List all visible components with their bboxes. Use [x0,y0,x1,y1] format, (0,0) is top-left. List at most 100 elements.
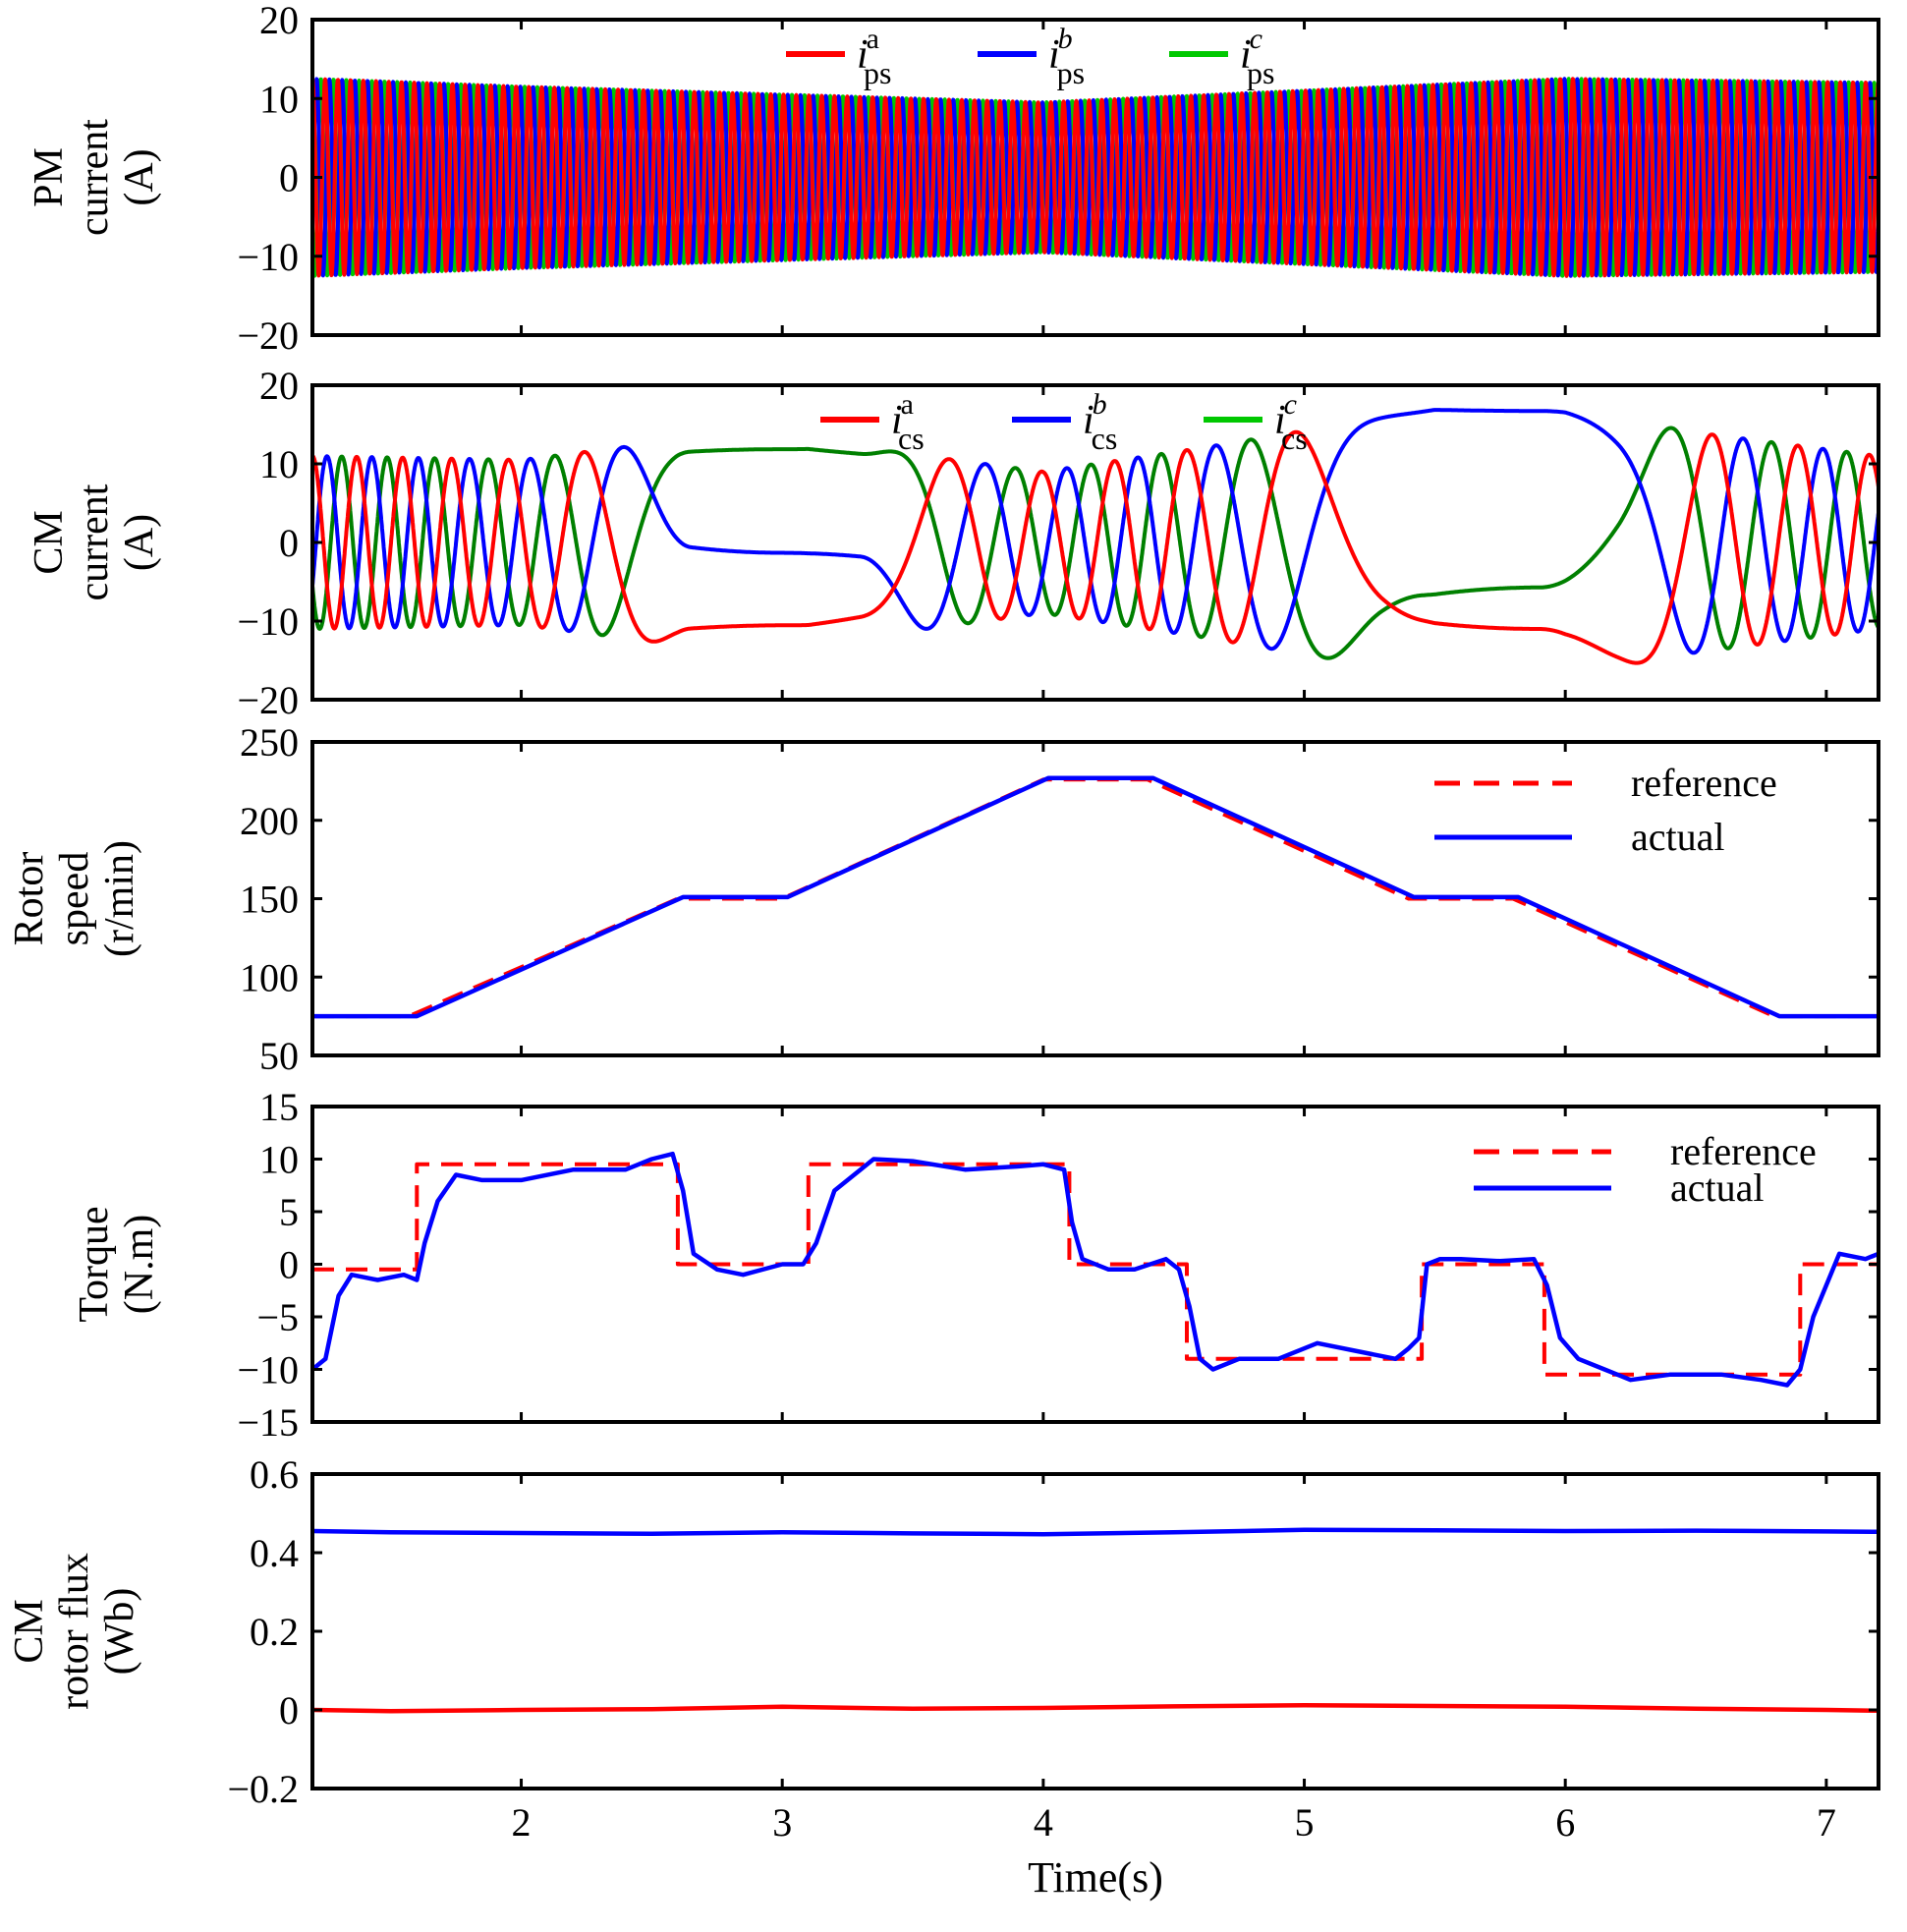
y-tick-label: −10 [237,599,299,644]
phase-a-line [312,429,1879,665]
y-axis-label-line: CM [27,510,72,574]
y-axis-label-line: (Wb) [97,1588,142,1676]
y-axis-label: Torque(N.m) [72,1206,162,1322]
x-tick-label: 2 [512,1800,532,1845]
legend-symbol: i [1240,32,1252,78]
legend-label-actual: actual [1631,815,1725,859]
panel-rotor-speed: 250 200 150 100 50 Rotorspeed(r/min) reference… [7,720,1880,1078]
legend-superscript: c [1284,388,1297,421]
y-axis-label-line: (A) [117,148,162,205]
y-tick-label: −15 [237,1400,299,1445]
legend-entry-label: ic ps [1240,23,1274,90]
legend: ia cs ib cs ic cs [820,388,1308,456]
phase-c-line [312,426,1879,660]
legend-symbol: i [891,398,903,443]
y-tick-label: −5 [256,1295,299,1339]
legend-subscript: cs [898,421,925,456]
plot-area [312,408,1879,665]
y-axis-label: CMrotor flux(Wb) [7,1553,142,1710]
y-axis-label: Rotorspeed(r/min) [7,840,142,957]
legend-symbol: i [1083,398,1094,443]
y-tick-label: 0 [279,1243,299,1287]
x-tick-label: 5 [1295,1800,1315,1845]
x-axis: 2 3 4 5 6 7 Time(s) [512,1800,1836,1902]
y-tick-label: 0.6 [250,1452,299,1497]
legend-label-actual: actual [1670,1165,1765,1210]
legend: ia ps ib ps ic ps [786,23,1274,90]
y-tick-label: 100 [240,955,299,999]
legend-entry-label: ia cs [891,388,925,456]
y-axis-label-line: (r/min) [97,840,142,957]
legend-symbol: i [857,32,869,78]
y-tick-label: 0.4 [250,1531,299,1575]
x-tick-label: 6 [1555,1800,1575,1845]
plot-area [312,775,1879,1019]
axes-frame [310,1472,1880,1790]
y-axis-label-line: PM [27,147,72,207]
legend-superscript: a [901,388,914,421]
legend-subscript: ps [1247,55,1274,90]
legend-superscript: c [1250,23,1262,55]
y-axis-label: PMcurrent(A) [27,119,162,236]
y-tick-label: 10 [259,77,299,121]
plot-area [312,1151,1879,1388]
y-tick-label: 0 [279,156,299,200]
y-tick-label: −10 [237,1348,299,1392]
series-flux-2-line [312,1702,1879,1714]
x-axis-label: Time(s) [1028,1853,1163,1902]
legend-symbol: i [1274,398,1286,443]
y-tick-label: 50 [259,1034,299,1078]
y-axis-label-line: current [72,119,117,236]
y-tick-label: 10 [259,1138,299,1182]
y-axis-label-line: current [72,483,117,600]
phase-b-line [312,408,1879,655]
phase-b-line [312,77,1879,278]
x-tick-label: 3 [772,1800,792,1845]
legend-superscript: b [1058,23,1073,55]
y-axis-label-line: rotor flux [52,1553,97,1710]
y-tick-label: −10 [237,235,299,279]
y-tick-label: 0 [279,521,299,565]
y-tick-label: 150 [240,878,299,922]
series-actual-line [312,1151,1879,1388]
legend-superscript: b [1093,388,1107,421]
legend-label-reference: reference [1670,1129,1817,1173]
y-tick-label: 10 [259,442,299,486]
x-tick-label: 7 [1817,1800,1836,1845]
panel-cm-rotor-flux: 0.6 0.4 0.2 0 −0.2 CMrotor flux(Wb) [7,1452,1880,1811]
y-axis-label-line: (N.m) [117,1215,162,1314]
series-actual-line [312,775,1879,1019]
y-axis-label: CMcurrent(A) [27,483,162,600]
y-tick-label: 250 [240,720,299,765]
y-axis-label-line: (A) [117,514,162,571]
y-tick-label: 20 [259,364,299,408]
phase-a-line [312,77,1879,278]
y-tick-label: 0 [279,1688,299,1733]
y-tick-label: −20 [237,313,299,358]
legend-symbol: i [1048,32,1060,78]
y-axis-label-line: Rotor [7,852,52,946]
y-axis-label-line: speed [52,852,97,946]
legend-entry-label: ia ps [857,23,891,90]
y-tick-label: 5 [279,1190,299,1234]
legend-subscript: cs [1281,421,1308,456]
series-flux-1-line [312,1527,1879,1537]
legend-subscript: ps [864,55,891,90]
legend-subscript: ps [1057,55,1085,90]
y-tick-label: 0.2 [250,1610,299,1654]
y-tick-label: 20 [259,0,299,42]
x-tick-label: 4 [1034,1800,1053,1845]
legend-entry-label: ib ps [1048,23,1085,90]
series-reference-line [312,1162,1879,1377]
legend-superscript: a [867,23,879,55]
legend-entry-label: ic cs [1274,388,1308,456]
y-axis-label-line: CM [7,1599,52,1663]
legend-subscript: cs [1092,421,1118,456]
legend-label-reference: reference [1631,761,1777,805]
legend-entry-label: ib cs [1083,388,1117,456]
